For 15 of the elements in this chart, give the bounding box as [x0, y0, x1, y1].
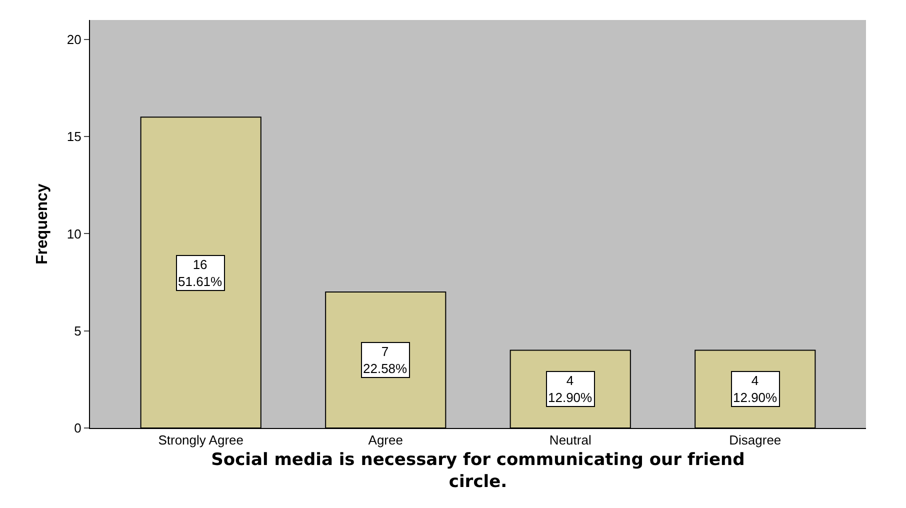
x-tick-label: Neutral — [549, 432, 592, 448]
data-label: 4 12.90% — [733, 373, 778, 405]
x-tick-label: Strongly Agree — [158, 432, 244, 448]
y-tick-label: 0 — [74, 420, 82, 436]
y-tick-label: 10 — [66, 226, 82, 242]
y-tick-label: 15 — [66, 129, 82, 144]
y-tick-label: 5 — [74, 323, 82, 338]
y-tick-label: 20 — [66, 32, 82, 47]
data-label: 4 12.90% — [548, 373, 593, 405]
x-tick-label: Disagree — [729, 432, 782, 448]
x-axis-title: Social media is necessary for communicating our friend circle. — [211, 450, 745, 492]
x-tick-label: Agree — [368, 432, 403, 448]
data-label: 7 22.58% — [363, 344, 408, 376]
data-label: 16 51.61% — [178, 257, 223, 289]
y-axis-title: Frequency — [34, 183, 51, 264]
